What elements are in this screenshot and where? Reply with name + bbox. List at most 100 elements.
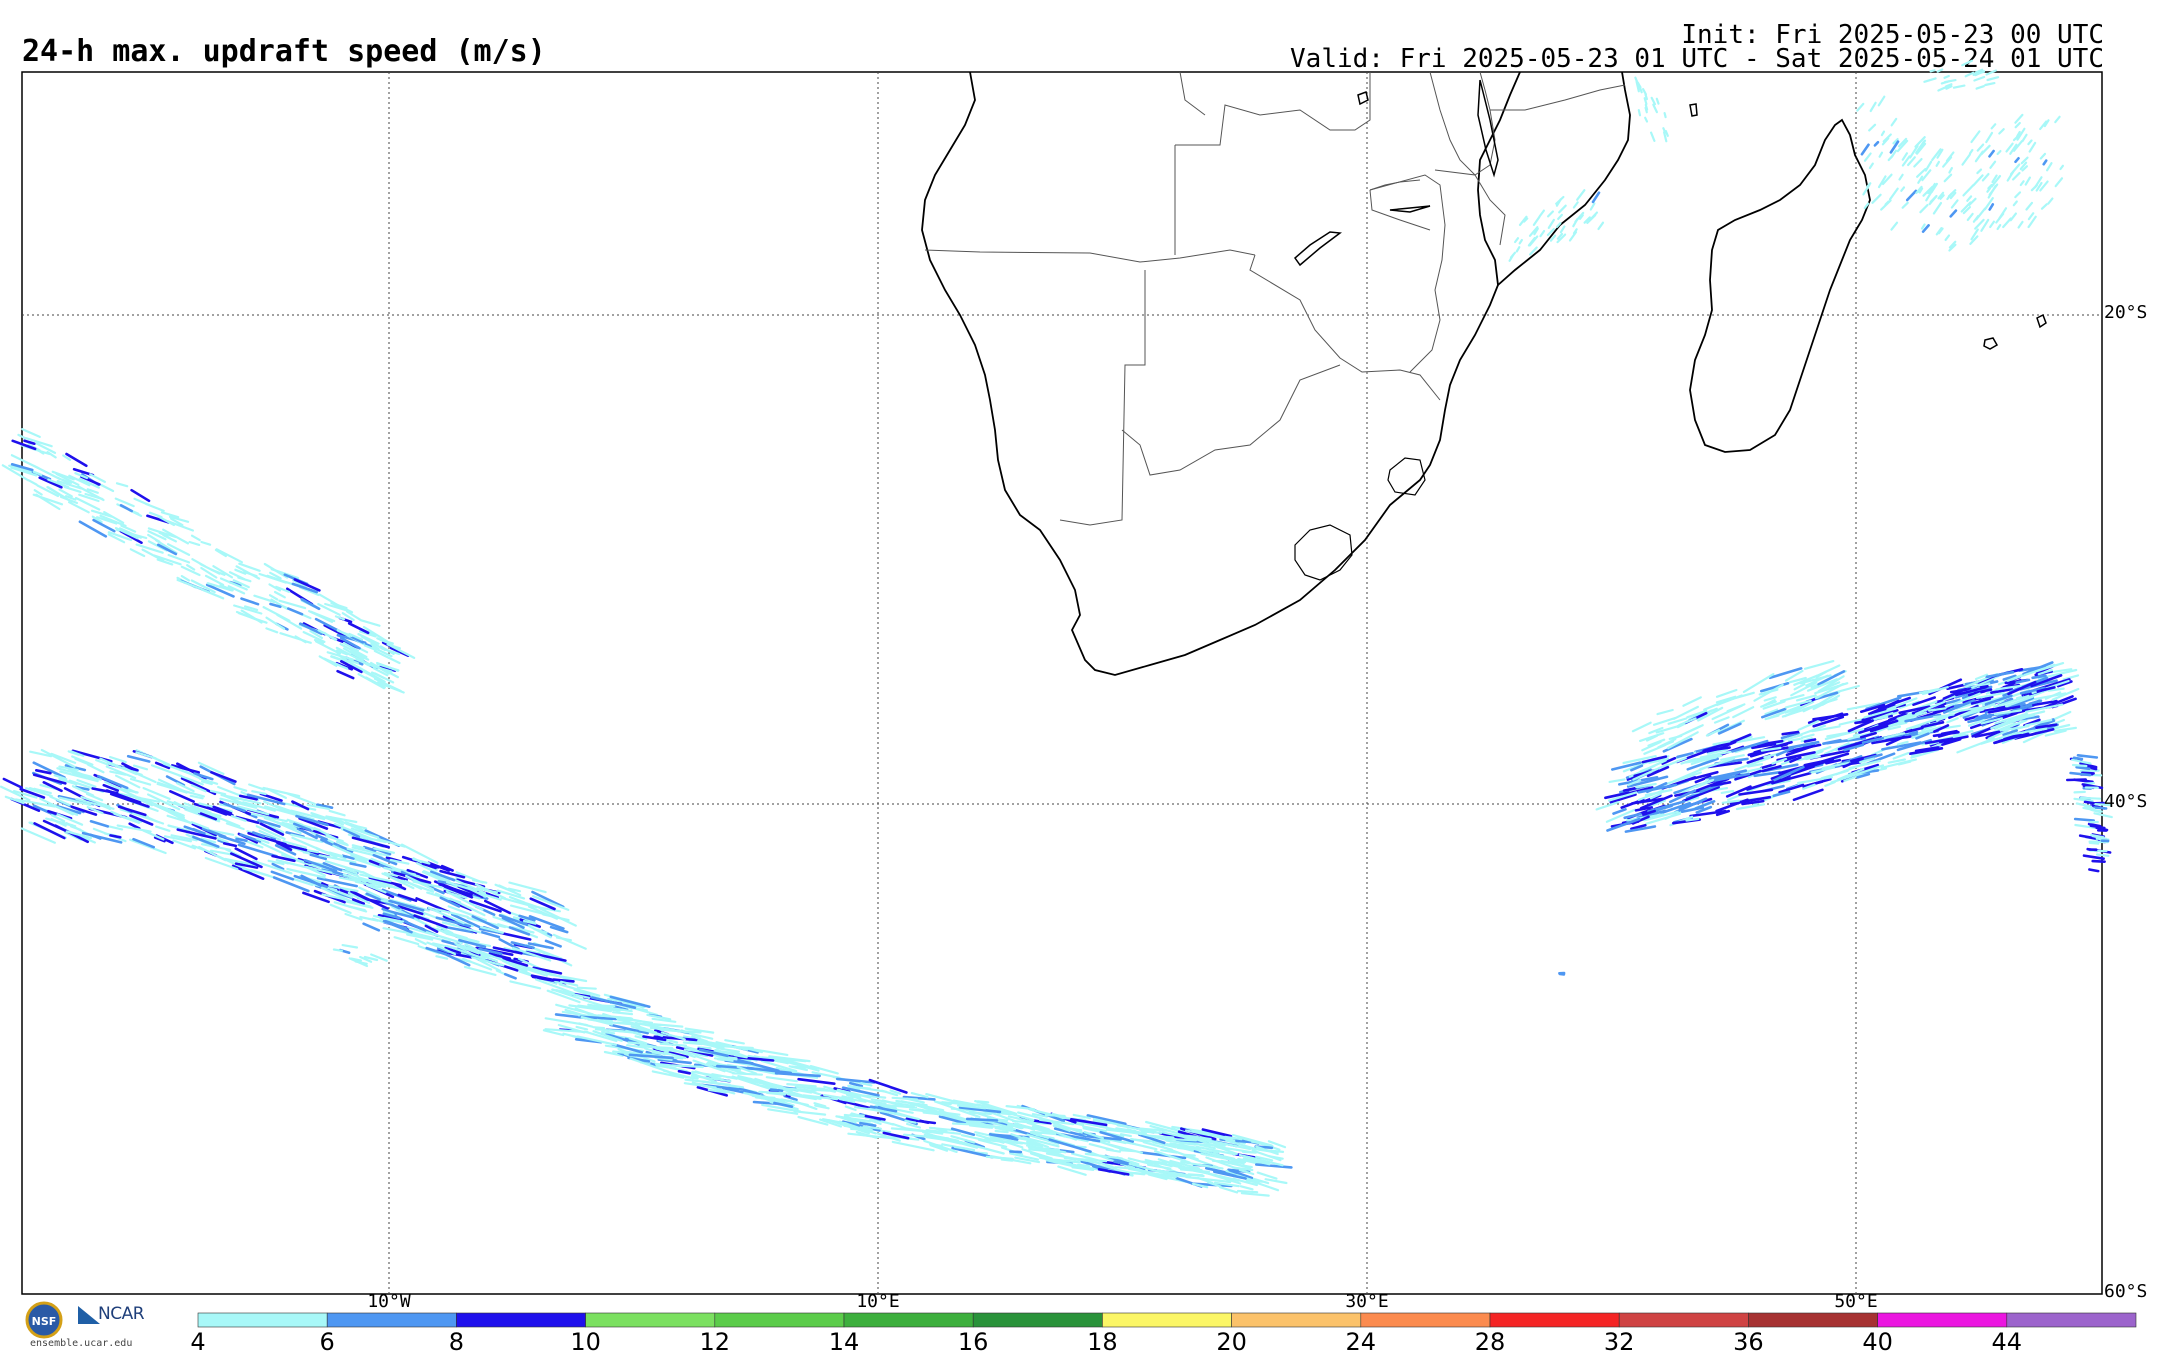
nsf-logo: NSF (24, 1300, 64, 1340)
updraft-streak (1722, 791, 1734, 793)
updraft-streak (351, 864, 366, 867)
updraft-streak (330, 811, 345, 815)
updraft-streak (237, 839, 247, 841)
colorbar-tick-label: 44 (1992, 1328, 2023, 1356)
updraft-streak (1185, 1138, 1202, 1139)
lon-label-10e: 10°E (856, 1291, 899, 1312)
updraft-streak (2030, 143, 2035, 152)
updraft-streak (2041, 154, 2045, 159)
updraft-streak (2084, 856, 2104, 859)
updraft-streak (2075, 792, 2085, 793)
updraft-streak (2023, 135, 2027, 141)
updraft-streak (1646, 108, 1647, 112)
updraft-streak (1968, 214, 1973, 220)
updraft-streak (613, 1012, 632, 1014)
updraft-streak (1541, 231, 1545, 236)
updraft-field (1, 61, 2112, 1196)
updraft-streak (1658, 710, 1673, 714)
updraft-streak (1666, 131, 1668, 136)
updraft-streak (2026, 178, 2030, 185)
updraft-streak (967, 1119, 997, 1121)
updraft-streak (144, 788, 170, 799)
updraft-streak (2028, 141, 2031, 145)
updraft-streak (202, 542, 211, 545)
updraft-streak (546, 941, 561, 947)
updraft-streak (1892, 119, 1897, 125)
updraft-streak (1901, 187, 1904, 190)
updraft-streak (1945, 76, 1949, 78)
updraft-streak (1520, 240, 1522, 243)
updraft-streak (1657, 99, 1659, 104)
updraft-streak (1725, 693, 1753, 701)
updraft-streak (1914, 159, 1921, 166)
updraft-streak (192, 536, 200, 540)
updraft-streak (1561, 227, 1565, 233)
updraft-streak (361, 620, 380, 626)
colorbar-swatch (973, 1313, 1102, 1327)
updraft-streak (101, 485, 113, 491)
updraft-streak (2061, 166, 2063, 169)
updraft-streak (1873, 195, 1881, 203)
updraft-streak (1990, 222, 1994, 227)
lake-cahora-bassa (1390, 206, 1430, 212)
updraft-streak (2021, 181, 2024, 185)
updraft-streak (861, 1083, 871, 1085)
updraft-streak (1646, 95, 1647, 100)
updraft-streak (1639, 110, 1640, 115)
updraft-streak (2093, 861, 2105, 862)
updraft-streak (1986, 133, 1992, 142)
updraft-streak (2053, 712, 2071, 720)
updraft-streak (1963, 155, 1970, 165)
updraft-streak (1945, 175, 1951, 182)
updraft-streak (2042, 204, 2047, 208)
updraft-streak (1560, 974, 1564, 975)
updraft-streak (1644, 745, 1665, 754)
updraft-streak (1591, 203, 1595, 209)
updraft-streak (2078, 755, 2097, 757)
updraft-streak (2056, 178, 2062, 186)
updraft-streak (2077, 767, 2090, 769)
updraft-streak (346, 914, 362, 920)
updraft-streak (1610, 779, 1625, 782)
updraft-streak (1954, 86, 1965, 88)
colorbar-tick-label: 12 (700, 1328, 731, 1356)
updraft-streak (275, 592, 285, 597)
colorbar-tick-label: 10 (570, 1328, 601, 1356)
updraft-streak (2014, 202, 2017, 206)
updraft-streak (1220, 1187, 1237, 1192)
colorbar-swatch (198, 1313, 327, 1327)
colorbar-swatch (456, 1313, 585, 1327)
updraft-streak (1974, 175, 1983, 185)
updraft-streak (684, 1043, 702, 1045)
colorbar-swatch (1102, 1313, 1231, 1327)
updraft-streak (602, 1032, 614, 1034)
updraft-streak (334, 950, 342, 951)
colorbar-tick-label: 40 (1862, 1328, 1893, 1356)
updraft-streak (249, 785, 264, 790)
updraft-streak (1983, 174, 1989, 180)
updraft-streak (1805, 661, 1833, 669)
updraft-streak (987, 1157, 1013, 1159)
updraft-streak (1990, 204, 1993, 209)
updraft-streak (1972, 131, 1980, 142)
updraft-streak (2097, 855, 2108, 856)
updraft-streak (2085, 807, 2094, 809)
colorbar-swatch (2007, 1313, 2136, 1327)
updraft-streak (1192, 1175, 1204, 1176)
colorbar-tick-label: 14 (829, 1328, 860, 1356)
updraft-streak (436, 956, 447, 959)
updraft-streak (2016, 123, 2020, 127)
updraft-streak (2074, 758, 2082, 759)
updraft-streak (136, 752, 155, 758)
lon-label-50e: 50°E (1834, 1291, 1877, 1312)
colorbar-tick-label: 20 (1216, 1328, 1247, 1356)
ncar-icon (78, 1306, 100, 1324)
colorbar-swatch (715, 1313, 844, 1327)
updraft-streak (1990, 162, 1995, 168)
updraft-streak (288, 609, 302, 615)
updraft-streak (267, 618, 285, 629)
updraft-streak (234, 787, 246, 791)
updraft-streak (1270, 1156, 1283, 1158)
updraft-streak (1770, 668, 1801, 677)
